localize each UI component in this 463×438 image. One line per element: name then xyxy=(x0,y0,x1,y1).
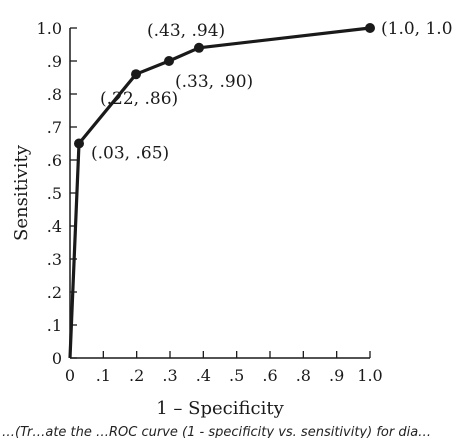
x-axis-label: 1 – Specificity xyxy=(156,398,284,419)
y-tick-label: .1 xyxy=(47,316,62,335)
x-tick-label: .3 xyxy=(162,366,177,385)
x-tick-label: .2 xyxy=(129,366,144,385)
y-tick-label: .9 xyxy=(47,52,62,71)
y-tick-label: 0 xyxy=(52,349,62,368)
data-point xyxy=(194,43,204,53)
data-point xyxy=(365,23,375,33)
x-tick-label: .8 xyxy=(296,366,311,385)
x-tick-label: .5 xyxy=(229,366,244,385)
y-axis-label: Sensitivity xyxy=(11,144,32,241)
y-tick-label: .4 xyxy=(47,217,62,236)
data-point-label: (.03, .65) xyxy=(91,144,169,164)
data-point-label: (1.0, 1.0 xyxy=(381,19,453,39)
y-tick-label: 1.0 xyxy=(37,19,62,38)
data-point-label: (.22, .86) xyxy=(100,89,178,109)
figure-caption: …(Tr…ate the …ROC curve (1 - specificity… xyxy=(2,425,431,438)
x-tick-label: 1.0 xyxy=(357,366,382,385)
x-tick-label: .6 xyxy=(262,366,277,385)
x-tick-label: .9 xyxy=(329,366,344,385)
data-point xyxy=(164,56,174,66)
data-point xyxy=(74,139,84,149)
data-point-label: (.33, .90) xyxy=(175,72,253,92)
x-tick-label: .1 xyxy=(96,366,111,385)
x-tick-label: 0 xyxy=(65,366,75,385)
y-tick-label: .6 xyxy=(47,151,62,170)
data-point-label: (.43, .94) xyxy=(147,21,225,41)
y-tick-label: .8 xyxy=(47,85,62,104)
x-tick-label: .4 xyxy=(196,366,211,385)
y-tick-label: .5 xyxy=(47,184,62,203)
y-tick-label: .7 xyxy=(47,118,62,137)
data-point xyxy=(131,69,141,79)
y-tick-label: .3 xyxy=(47,250,62,269)
y-tick-label: .2 xyxy=(47,283,62,302)
